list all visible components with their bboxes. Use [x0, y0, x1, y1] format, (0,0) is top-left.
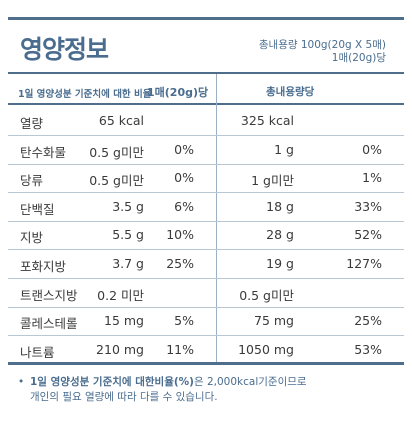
total-amount: 0.5 g미만 — [239, 287, 294, 303]
footnote: • 1일 영양성분 기준치에 대한비율(%)은 2,000kcal기준이므로 개… — [18, 375, 388, 405]
nutrient-row: 열량 65 kcal 325 kcal — [8, 105, 404, 136]
per-unit-amount: 0.5 g미만 — [89, 144, 144, 160]
nutrient-name: 포화지방 — [20, 259, 67, 274]
per-unit-percent: 6% — [174, 198, 194, 214]
per-unit-amount: 0.2 미만 — [97, 287, 144, 303]
total-percent: 0% — [362, 141, 382, 157]
per-unit-percent: 0% — [174, 141, 194, 157]
total-amount: 1050 mg — [238, 341, 294, 357]
row-separator — [8, 192, 404, 194]
total-percent: 25% — [354, 313, 382, 329]
per-unit-amount: 5.5 g — [112, 227, 144, 243]
per-unit-percent: 25% — [166, 256, 194, 271]
nutrient-row: 콜레스테롤 15 mg 5% 75 mg 25% — [8, 305, 404, 337]
row-separator — [8, 335, 404, 337]
total-amount: 1 g — [274, 141, 294, 157]
nutrient-row: 당류 0.5 g미만 0% 1 g미만 1% — [8, 162, 404, 194]
total-percent: 33% — [354, 198, 382, 214]
per-unit-percent: 11% — [166, 341, 194, 357]
per-unit-amount: 3.7 g — [112, 256, 144, 271]
footnote-bold: 1일 영양성분 기준치에 대한비율(%) — [30, 376, 194, 388]
nutrient-row: 단백질 3.5 g 6% 18 g 33% — [8, 191, 404, 222]
nutrient-row: 포화지방 3.7 g 25% 19 g 127% — [8, 248, 404, 279]
per-unit-percent: 10% — [166, 227, 194, 243]
row-separator — [8, 220, 404, 222]
total-percent: 52% — [354, 227, 382, 243]
per-unit-header: 1매(20g)당 — [147, 86, 209, 99]
total-percent: 127% — [346, 256, 382, 271]
footnote-bullet: • — [18, 376, 25, 388]
per-unit-amount: 210 mg — [96, 341, 144, 357]
row-separator — [8, 249, 404, 251]
column-divider — [216, 74, 217, 362]
total-amount: 75 mg — [254, 313, 294, 329]
per-unit-amount: 0.5 g미만 — [89, 173, 144, 189]
total-amount: 19 g — [266, 256, 294, 271]
nutrient-name: 당류 — [20, 173, 44, 189]
total-content-line-2: 1매(20g)당 — [331, 52, 386, 64]
nutrient-name: 열량 — [20, 116, 44, 131]
total-amount: 1 g미만 — [251, 173, 294, 189]
total-amount: 18 g — [266, 198, 294, 214]
total-amount: 325 kcal — [240, 113, 294, 128]
daily-value-header: 1일 영양성분 기준치에 대한 비율 — [18, 89, 152, 100]
panel-title: 영양정보 — [20, 35, 109, 64]
total-content-line-1: 총내용량 100g(20g X 5매) — [258, 39, 386, 51]
total-header: 총내용량당 — [266, 86, 315, 98]
bottom-rule — [8, 362, 404, 365]
row-separator — [8, 278, 404, 279]
top-rule — [8, 17, 404, 20]
per-unit-amount: 65 kcal — [98, 113, 144, 128]
total-content-info: 총내용량 100g(20g X 5매) 1매(20g)당 — [259, 39, 386, 65]
per-unit-amount: 15 mg — [104, 313, 144, 329]
title-rule — [8, 72, 404, 74]
footnote-line-1: 1일 영양성분 기준치에 대한비율(%)은 2,000kcal기준이므로 — [18, 375, 388, 390]
total-percent: 1% — [362, 170, 382, 186]
per-unit-amount: 3.5 g — [112, 198, 144, 214]
per-unit-percent: 0% — [174, 170, 194, 186]
nutrient-name: 트랜스지방 — [20, 287, 78, 303]
nutrient-row: 나트륨 210 mg 11% 1050 mg 53% — [8, 334, 404, 365]
per-unit-percent: 5% — [174, 313, 194, 329]
row-separator — [8, 163, 404, 165]
footnote-rest: 은 2,000kcal기준이므로 — [193, 376, 307, 388]
nutrient-name: 단백질 — [20, 201, 55, 217]
nutrient-name: 콜레스테롤 — [20, 316, 78, 332]
row-separator — [8, 135, 404, 136]
nutrient-name: 지방 — [20, 230, 44, 246]
total-percent: 53% — [354, 341, 382, 357]
nutrient-row: 지방 5.5 g 10% 28 g 52% — [8, 219, 404, 251]
row-separator — [8, 306, 404, 308]
footnote-line-2: 개인의 필요 열량에 따라 다를 수 있습니다. — [30, 391, 218, 403]
nutrient-row: 트랜스지방 0.2 미만 0.5 g미만 — [8, 277, 404, 308]
header-rule — [8, 103, 404, 105]
nutrient-name: 나트륨 — [20, 344, 55, 360]
total-amount: 28 g — [266, 227, 294, 243]
nutrient-name: 탄수화물 — [20, 144, 67, 160]
nutrient-row: 탄수화물 0.5 g미만 0% 1 g 0% — [8, 134, 404, 165]
